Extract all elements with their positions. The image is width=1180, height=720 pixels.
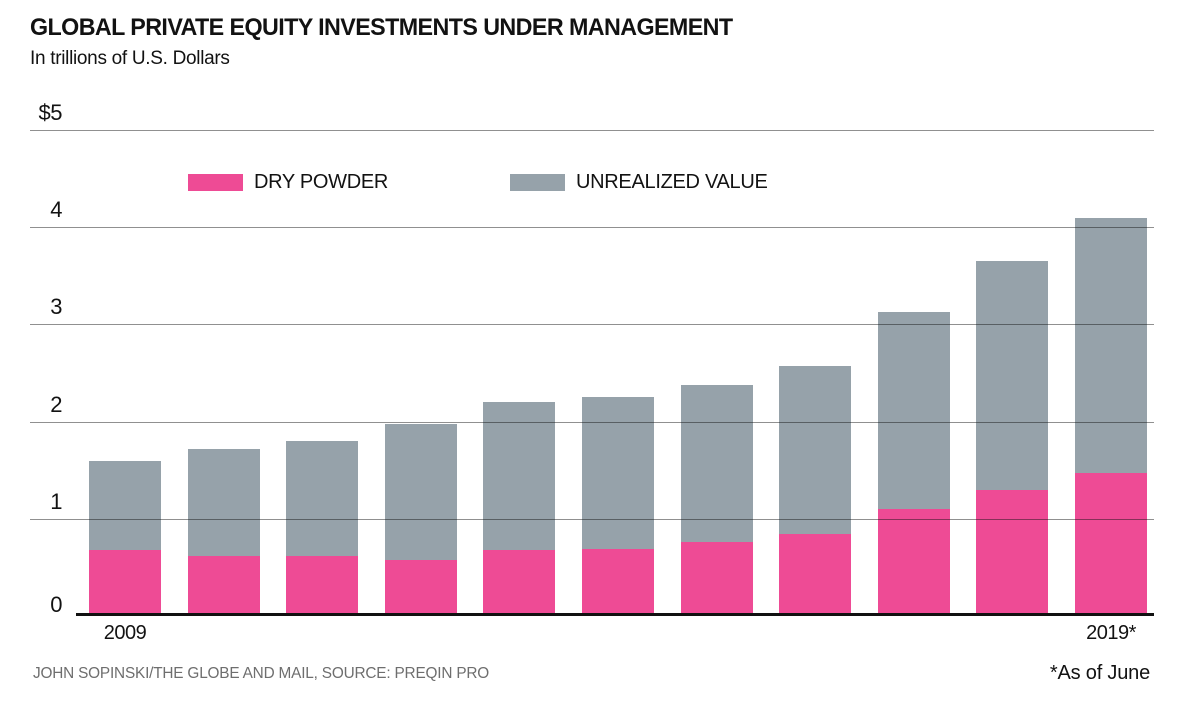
- credit-line: JOHN SOPINSKI/THE GLOBE AND MAIL, SOURCE…: [33, 665, 490, 682]
- y-tick-label-4: 4: [50, 197, 62, 223]
- bar-segment-dry-powder-2009: [89, 549, 161, 616]
- y-tick-label-2: 2: [50, 391, 62, 417]
- gridline-5: [30, 130, 1154, 131]
- bar-segment-unrealized-value-2018: [976, 261, 1049, 490]
- chart-subtitle: In trillions of U.S. Dollars: [30, 48, 230, 69]
- bar-segment-unrealized-value-2016: [779, 366, 852, 535]
- bar-segment-unrealized-value-2017: [877, 311, 950, 510]
- bar-segment-unrealized-value-2015: [680, 384, 753, 543]
- legend-item-dry-powder: DRY POWDER: [188, 170, 388, 194]
- gridline-3: [30, 324, 1154, 326]
- y-tick-label-3: 3: [50, 294, 62, 320]
- bar-segment-dry-powder-2010: [187, 555, 260, 616]
- y-tick-label-0: 0: [50, 592, 62, 617]
- dry-powder-swatch-icon: [188, 173, 243, 191]
- footnote: *As of June: [1049, 662, 1150, 684]
- unrealized-value-swatch-icon: [510, 173, 565, 191]
- bar-segment-unrealized-value-2009: [89, 461, 161, 550]
- bar-segment-dry-powder-2018: [976, 489, 1049, 616]
- bar-segment-dry-powder-2015: [680, 542, 753, 616]
- bar-segment-unrealized-value-2014: [582, 397, 654, 549]
- gridline-4: [30, 227, 1154, 229]
- x-tick-label-2009: 2009: [103, 622, 147, 644]
- bar-segment-unrealized-value-2011: [286, 441, 359, 556]
- bar-segment-unrealized-value-2012: [384, 423, 457, 560]
- legend-item-unrealized-value: UNREALIZED VALUE: [510, 170, 768, 194]
- bar-segment-unrealized-value-2010: [187, 448, 260, 556]
- bar-segment-dry-powder-2019: [1075, 473, 1147, 616]
- bar-segment-dry-powder-2012: [384, 559, 457, 616]
- gridline-2: [30, 421, 1154, 423]
- gridline-1: [30, 518, 1154, 520]
- x-axis-baseline: [76, 613, 1154, 616]
- legend-label-unrealized-value: UNREALIZED VALUE: [576, 170, 768, 193]
- y-tick-label-5: $5: [38, 100, 63, 125]
- legend-label-dry-powder: DRY POWDER: [254, 170, 389, 193]
- y-tick-label-1: 1: [50, 488, 62, 514]
- bar-segment-dry-powder-2014: [582, 548, 654, 616]
- bar-segment-unrealized-value-2013: [483, 402, 556, 550]
- bar-segment-dry-powder-2013: [483, 549, 556, 616]
- chart-title: GLOBAL PRIVATE EQUITY INVESTMENTS UNDER …: [30, 14, 733, 41]
- bar-segment-dry-powder-2017: [877, 509, 950, 616]
- bar-segment-unrealized-value-2019: [1075, 218, 1147, 474]
- bar-segment-dry-powder-2011: [286, 555, 359, 616]
- x-tick-label-2019: 2019*: [1086, 622, 1136, 644]
- bar-segment-dry-powder-2016: [779, 534, 852, 616]
